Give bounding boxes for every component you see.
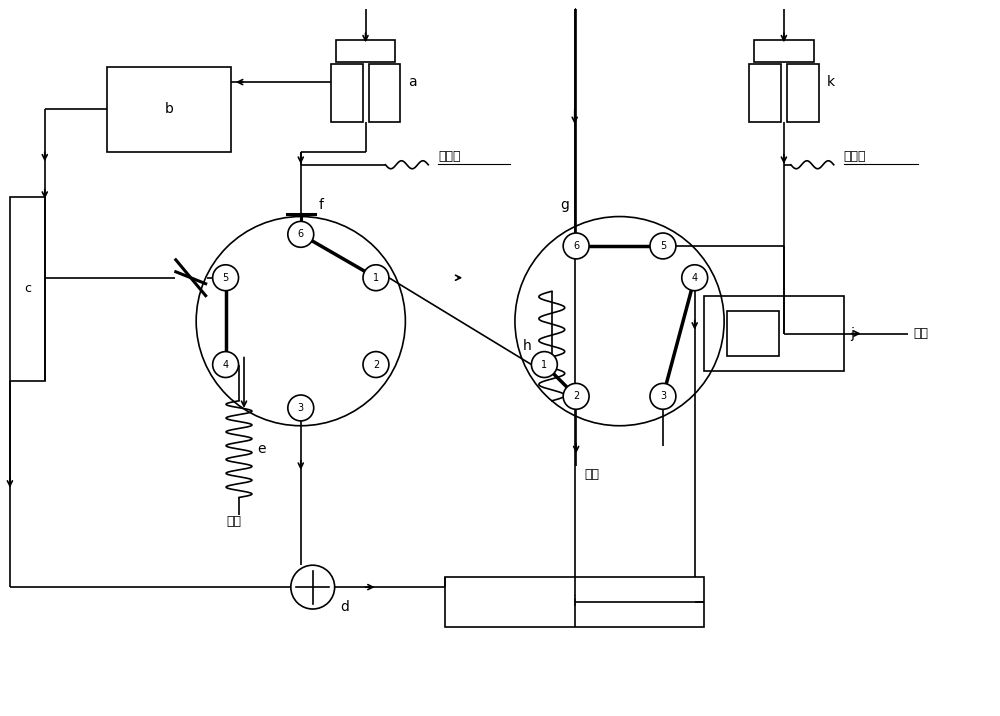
Text: 流动相: 流动相 xyxy=(438,150,461,163)
Text: 3: 3 xyxy=(660,392,666,402)
Text: 2: 2 xyxy=(573,392,579,402)
Bar xyxy=(336,40,395,62)
Bar xyxy=(369,64,400,122)
Bar xyxy=(704,296,844,371)
Text: 6: 6 xyxy=(573,241,579,251)
Text: e: e xyxy=(257,442,265,456)
Bar xyxy=(331,64,363,122)
Text: 2: 2 xyxy=(373,359,379,369)
Text: 5: 5 xyxy=(222,273,229,283)
Text: 4: 4 xyxy=(223,359,229,369)
Bar xyxy=(754,40,814,62)
Circle shape xyxy=(563,383,589,410)
Circle shape xyxy=(650,233,676,259)
Circle shape xyxy=(213,265,239,291)
Bar xyxy=(107,67,231,152)
Circle shape xyxy=(682,265,708,291)
Text: 1: 1 xyxy=(541,359,547,369)
Text: g: g xyxy=(560,198,569,211)
Text: 5: 5 xyxy=(660,241,666,251)
Text: 废液: 废液 xyxy=(913,327,928,340)
Text: i: i xyxy=(573,595,577,609)
Bar xyxy=(749,64,781,122)
Circle shape xyxy=(363,352,389,377)
Text: k: k xyxy=(827,75,835,89)
Text: 流动相: 流动相 xyxy=(844,150,866,163)
Circle shape xyxy=(563,233,589,259)
Text: a: a xyxy=(408,75,417,89)
Circle shape xyxy=(363,265,389,291)
Text: 废液: 废液 xyxy=(227,516,242,528)
Circle shape xyxy=(288,221,314,247)
Circle shape xyxy=(213,352,239,377)
Text: 1: 1 xyxy=(373,273,379,283)
Text: 废液: 废液 xyxy=(584,468,599,481)
Circle shape xyxy=(288,395,314,421)
Bar xyxy=(10,197,45,381)
Text: c: c xyxy=(24,282,31,295)
Text: b: b xyxy=(164,102,173,117)
Circle shape xyxy=(531,352,557,377)
Bar xyxy=(727,311,779,356)
Text: 3: 3 xyxy=(298,403,304,413)
Bar xyxy=(787,64,819,122)
Text: h: h xyxy=(523,339,532,353)
Bar xyxy=(445,577,704,627)
Text: 6: 6 xyxy=(298,229,304,239)
Text: d: d xyxy=(341,600,349,614)
Text: j: j xyxy=(851,326,855,341)
Text: f: f xyxy=(319,198,324,211)
Text: 4: 4 xyxy=(692,273,698,283)
Circle shape xyxy=(650,383,676,410)
